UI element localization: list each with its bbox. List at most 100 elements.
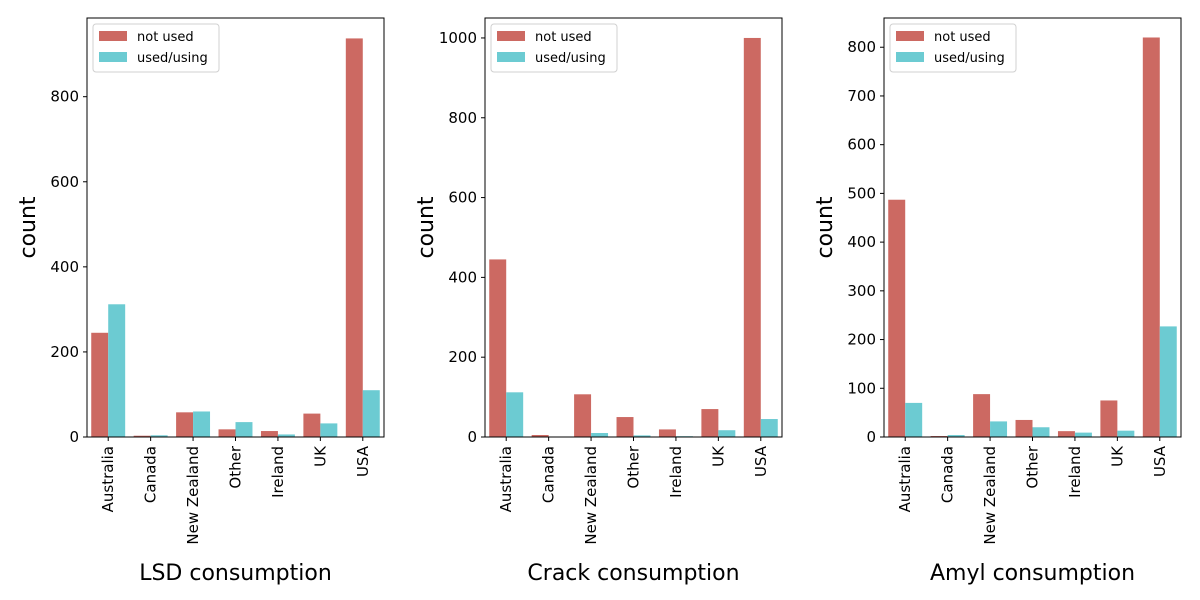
x-tick-label: Ireland <box>269 446 287 498</box>
bar-not-used-ireland <box>658 429 676 437</box>
bar-not-used-other <box>616 417 634 437</box>
bar-used-using-new-zealand <box>990 421 1008 437</box>
y-axis-label: count <box>414 196 439 258</box>
x-tick-label: Canada <box>540 446 558 503</box>
x-tick-label: New Zealand <box>981 446 999 545</box>
x-axis-label: Crack consumption <box>527 561 739 586</box>
x-tick-label: USA <box>752 445 770 477</box>
bar-used-using-australia <box>905 402 923 437</box>
bar-not-used-new-zealand <box>973 394 991 437</box>
bar-not-used-usa <box>1142 37 1160 438</box>
x-tick-label: USA <box>1151 445 1169 477</box>
bar-not-used-australia <box>888 199 906 437</box>
bar-not-used-australia <box>489 259 507 437</box>
bar-used-using-usa <box>1159 326 1177 437</box>
y-tick-label: 800 <box>847 38 876 56</box>
chart-panel-1: 0 200 400 600 800 Australia Canada New Zealand O… <box>16 17 385 586</box>
bar-used-using-canada <box>947 435 965 437</box>
y-tick-label: 1000 <box>439 29 477 47</box>
y-tick-label: 0 <box>467 428 477 446</box>
bar-not-used-new-zealand <box>574 394 592 437</box>
x-tick-label: New Zealand <box>184 446 202 545</box>
bar-used-using-ireland <box>277 434 295 437</box>
y-tick-label: 500 <box>847 184 876 202</box>
y-tick-label: 0 <box>69 428 79 446</box>
bar-not-used-ireland <box>1057 431 1075 437</box>
bar-used-using-uk <box>1117 430 1135 437</box>
y-tick-label: 700 <box>847 87 876 105</box>
bar-used-using-uk <box>320 423 338 437</box>
x-tick-label: Other <box>625 445 643 488</box>
y-tick-label: 300 <box>847 282 876 300</box>
x-tick-label: UK <box>1108 445 1126 467</box>
y-axis-label: count <box>16 196 41 258</box>
legend: not used used/using <box>889 23 1017 73</box>
y-tick-label: 400 <box>50 258 79 276</box>
y-axis-label: count <box>813 196 838 258</box>
legend-label: not used <box>535 30 592 45</box>
legend: not used used/using <box>490 23 618 73</box>
x-tick-label: USA <box>354 445 372 477</box>
bar-not-used-uk <box>303 413 321 437</box>
x-tick-label: Canada <box>142 446 160 503</box>
axes-frame <box>484 17 783 438</box>
bar-not-used-australia <box>91 332 109 437</box>
bar-used-using-other <box>235 422 253 437</box>
bar-used-using-usa <box>362 390 380 437</box>
bar-used-using-canada <box>150 435 168 437</box>
y-tick-label: 600 <box>847 136 876 154</box>
x-tick-label: Australia <box>896 446 914 512</box>
x-axis-label: Amyl consumption <box>930 561 1135 586</box>
bar-not-used-usa <box>345 38 363 438</box>
bar-used-using-australia <box>506 392 524 437</box>
y-tick-label: 200 <box>448 348 477 366</box>
bar-used-using-new-zealand <box>193 411 211 437</box>
x-tick-label: Australia <box>99 446 117 512</box>
x-tick-label: UK <box>709 445 727 467</box>
legend-swatch <box>896 31 924 41</box>
bar-used-using-new-zealand <box>591 433 609 437</box>
bar-not-used-uk <box>701 409 719 437</box>
bar-not-used-canada <box>133 435 151 437</box>
legend-label: used/using <box>137 51 208 66</box>
x-tick-label: UK <box>311 445 329 467</box>
x-tick-label: Australia <box>497 446 515 512</box>
bar-not-used-new-zealand <box>176 412 194 437</box>
y-tick-label: 200 <box>847 331 876 349</box>
chart-panel-2: 0 200 400 600 800 1000 Australia Canada New Zeal… <box>414 17 783 586</box>
y-tick-label: 0 <box>866 428 876 446</box>
legend-swatch <box>99 31 127 41</box>
bar-used-using-australia <box>108 304 126 437</box>
bar-not-used-other <box>1015 419 1033 437</box>
bar-not-used-ireland <box>260 431 278 437</box>
x-axis-label: LSD consumption <box>139 561 332 586</box>
y-tick-label: 400 <box>847 233 876 251</box>
y-tick-label: 600 <box>448 189 477 207</box>
y-tick-label: 200 <box>50 343 79 361</box>
bar-used-using-other <box>1032 427 1050 437</box>
legend-label: not used <box>137 30 194 45</box>
x-tick-label: Other <box>1024 445 1042 488</box>
x-tick-label: Canada <box>939 446 957 503</box>
legend-swatch <box>896 52 924 62</box>
y-tick-label: 800 <box>50 88 79 106</box>
bar-used-using-uk <box>718 430 736 437</box>
bar-not-used-other <box>218 429 236 437</box>
x-tick-label: New Zealand <box>582 446 600 545</box>
legend-swatch <box>497 52 525 62</box>
legend-label: not used <box>934 30 991 45</box>
x-tick-label: Ireland <box>1066 446 1084 498</box>
legend-label: used/using <box>535 51 606 66</box>
bar-not-used-canada <box>531 435 549 437</box>
y-tick-label: 800 <box>448 109 477 127</box>
y-tick-label: 400 <box>448 268 477 286</box>
legend: not used used/using <box>92 23 220 73</box>
y-tick-label: 600 <box>50 173 79 191</box>
legend-label: used/using <box>934 51 1005 66</box>
bar-not-used-usa <box>743 37 761 437</box>
axes-frame <box>883 17 1182 438</box>
x-tick-label: Other <box>227 445 245 488</box>
bar-used-using-other <box>633 435 651 437</box>
x-tick-label: Ireland <box>667 446 685 498</box>
